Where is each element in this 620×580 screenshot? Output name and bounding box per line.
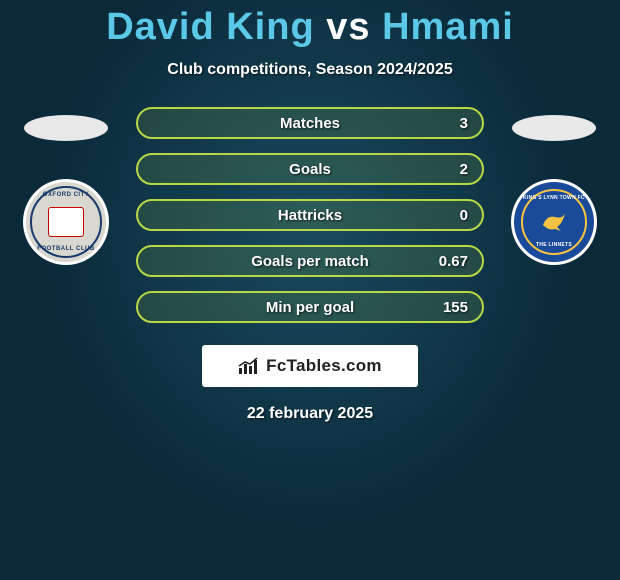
oxford-crest-icon [48, 207, 84, 237]
stat-label: Matches [280, 115, 340, 132]
date-label: 22 february 2025 [247, 405, 373, 423]
right-player-column: KING'S LYNN TOWN FC THE LINNETS [504, 107, 604, 265]
brand-text: FcTables.com [266, 356, 382, 376]
subtitle: Club competitions, Season 2024/2025 [167, 61, 452, 79]
linnet-bird-icon [537, 205, 571, 239]
kings-badge-text-top: KING'S LYNN TOWN FC [523, 195, 585, 201]
stat-label: Min per goal [266, 299, 354, 316]
oxford-badge-text-bottom: FOOTBALL CLUB [37, 246, 94, 252]
stat-value-right: 3 [460, 115, 468, 132]
stat-bar-goals-per-match: Goals per match 0.67 [136, 245, 484, 277]
stat-value-right: 0 [460, 207, 468, 224]
main-row: OXFORD CITY FOOTBALL CLUB Matches 3 Goal… [0, 107, 620, 323]
left-player-column: OXFORD CITY FOOTBALL CLUB [16, 107, 116, 265]
oxford-badge-ring: OXFORD CITY FOOTBALL CLUB [30, 186, 102, 258]
stat-value-right: 155 [443, 299, 468, 316]
bar-chart-icon [238, 357, 260, 375]
stat-label: Goals [289, 161, 331, 178]
player2-club-badge: KING'S LYNN TOWN FC THE LINNETS [511, 179, 597, 265]
player1-avatar-placeholder [24, 115, 108, 141]
stat-label: Goals per match [251, 253, 369, 270]
comparison-card: David King vs Hmami Club competitions, S… [0, 0, 620, 423]
oxford-badge-text-top: OXFORD CITY [43, 192, 90, 198]
stat-bar-hattricks: Hattricks 0 [136, 199, 484, 231]
kings-badge-ring: KING'S LYNN TOWN FC THE LINNETS [521, 189, 587, 255]
stat-value-right: 2 [460, 161, 468, 178]
stats-column: Matches 3 Goals 2 Hattricks 0 Goals per … [136, 107, 484, 323]
brand-badge: FcTables.com [202, 345, 418, 387]
kings-badge-text-bottom: THE LINNETS [536, 242, 572, 248]
page-title: David King vs Hmami [106, 6, 514, 49]
stat-label: Hattricks [278, 207, 342, 224]
player1-club-badge: OXFORD CITY FOOTBALL CLUB [23, 179, 109, 265]
stat-bar-min-per-goal: Min per goal 155 [136, 291, 484, 323]
player2-avatar-placeholder [512, 115, 596, 141]
vs-label: vs [326, 6, 370, 48]
stat-bar-matches: Matches 3 [136, 107, 484, 139]
player2-name: Hmami [382, 6, 514, 48]
stat-value-right: 0.67 [439, 253, 468, 270]
stat-bar-goals: Goals 2 [136, 153, 484, 185]
player1-name: David King [106, 6, 314, 48]
